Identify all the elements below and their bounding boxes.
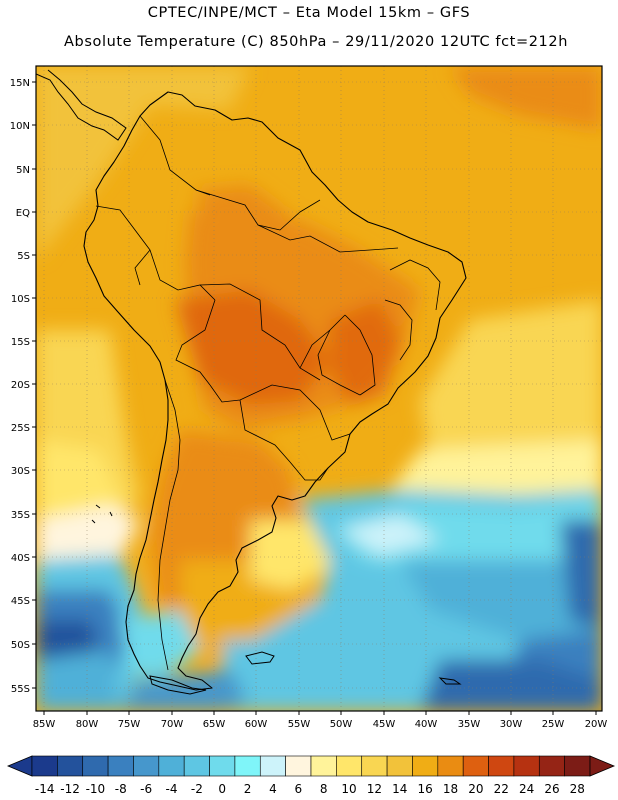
lon-label: 25W <box>542 719 565 730</box>
country-borders <box>95 115 441 671</box>
colorbar-label: -10 <box>86 782 106 796</box>
colorbar-label: -4 <box>166 782 178 796</box>
south-georgia <box>438 677 462 685</box>
map-frame <box>35 65 603 712</box>
map-area <box>36 66 602 711</box>
colorbar-label: 18 <box>443 782 458 796</box>
tierra-del-fuego <box>149 675 207 695</box>
colorbar-label: 2 <box>244 782 252 796</box>
colorbar-swatch <box>361 755 388 777</box>
lat-label: 25S <box>11 423 30 434</box>
colorbar-swatch <box>31 755 58 777</box>
colorbar-left-arrow <box>6 755 33 777</box>
lat-label: 5N <box>16 165 30 176</box>
colorbar-swatch <box>412 755 439 777</box>
colorbar-label: 10 <box>341 782 356 796</box>
lat-label: 40S <box>11 553 30 564</box>
lon-label: 40W <box>415 719 438 730</box>
lat-label: EQ <box>16 208 30 219</box>
colorbar-label: 6 <box>294 782 302 796</box>
lat-label: 10S <box>11 294 30 305</box>
colorbar-label: -12 <box>60 782 80 796</box>
colorbar-label: 20 <box>468 782 483 796</box>
lon-label: 60W <box>245 719 268 730</box>
lat-label: 5S <box>17 251 30 262</box>
colorbar-label: -14 <box>35 782 55 796</box>
lon-label: 50W <box>330 719 353 730</box>
tick-marks <box>32 81 597 715</box>
lon-label: 45W <box>373 719 396 730</box>
lon-label: 75W <box>118 719 141 730</box>
lon-label: 85W <box>33 719 56 730</box>
colorbar-swatch <box>285 755 312 777</box>
colorbar-swatch <box>57 755 84 777</box>
lon-labels: 85W 80W 75W 70W 65W 60W 55W 50W 45W 40W … <box>33 719 608 730</box>
lat-label: 15N <box>10 78 30 89</box>
colorbar-label: -8 <box>115 782 127 796</box>
lon-label: 65W <box>203 719 226 730</box>
lat-label: 55S <box>11 684 30 695</box>
lat-label: 15S <box>11 337 30 348</box>
colorbar-swatch <box>133 755 160 777</box>
colorbar-swatch <box>336 755 363 777</box>
lat-label: 35S <box>11 510 30 521</box>
lon-label: 80W <box>76 719 99 730</box>
colorbar-swatch <box>234 755 261 777</box>
falkland-islands <box>245 651 275 665</box>
colorbar-swatch <box>564 755 591 777</box>
colorbar-label: 26 <box>544 782 559 796</box>
colorbar: -14 -12 -10 -8 -6 -4 -2 0 2 4 6 8 10 12 14 16 18 20 22 24 26… <box>6 755 616 796</box>
colorbar-label: 28 <box>570 782 585 796</box>
lat-label: 50S <box>11 640 30 651</box>
colorbar-swatch <box>488 755 515 777</box>
colorbar-swatch <box>310 755 337 777</box>
colorbar-swatch <box>462 755 489 777</box>
lat-label: 20S <box>11 380 30 391</box>
colorbar-swatch <box>107 755 134 777</box>
colorbar-swatch <box>259 755 286 777</box>
colorbar-label: 8 <box>320 782 328 796</box>
colorbar-label: 24 <box>519 782 534 796</box>
colorbar-swatch <box>209 755 236 777</box>
title-line-1: CPTEC/INPE/MCT – Eta Model 15km – GFS <box>147 5 471 21</box>
colorbar-label: 12 <box>367 782 382 796</box>
title-line-2: Absolute Temperature (C) 850hPa – 29/11/… <box>64 34 568 50</box>
lon-label: 35W <box>458 719 481 730</box>
colorbar-label: 0 <box>218 782 226 796</box>
south-america-outline <box>83 91 467 691</box>
lon-label: 55W <box>288 719 311 730</box>
colorbar-swatch <box>158 755 185 777</box>
colorbar-swatch <box>386 755 413 777</box>
lon-label: 20W <box>585 719 608 730</box>
central-america-outline <box>36 69 127 141</box>
lat-label: 30S <box>11 466 30 477</box>
colorbar-swatch <box>538 755 565 777</box>
colorbar-swatch <box>183 755 210 777</box>
lon-label: 30W <box>500 719 523 730</box>
pacific-islands <box>91 504 113 524</box>
colorbar-label: -2 <box>191 782 203 796</box>
lon-label: 70W <box>161 719 184 730</box>
lat-labels: 15N 10N 5N EQ 5S 10S 15S 20S 25S 30S 35S… <box>10 78 30 695</box>
colorbar-label: 22 <box>494 782 509 796</box>
temperature-field <box>36 66 602 711</box>
lat-label: 45S <box>11 596 30 607</box>
colorbar-swatch <box>82 755 109 777</box>
colorbar-label: 4 <box>269 782 277 796</box>
colorbar-label: -6 <box>140 782 152 796</box>
colorbar-swatch <box>513 755 540 777</box>
colorbar-right-arrow <box>589 755 616 777</box>
colorbar-label: 16 <box>417 782 432 796</box>
lat-label: 10N <box>10 121 30 132</box>
colorbar-swatch <box>437 755 464 777</box>
colorbar-label: 14 <box>392 782 407 796</box>
